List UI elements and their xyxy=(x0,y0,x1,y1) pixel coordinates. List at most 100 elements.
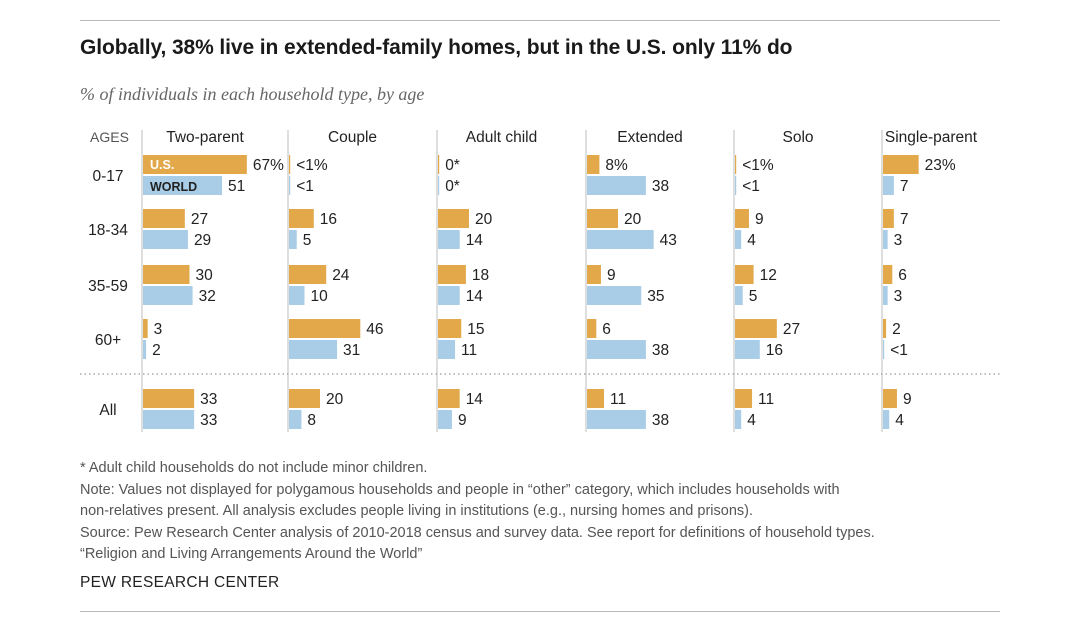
us-bar xyxy=(143,209,185,228)
us-bar xyxy=(438,209,469,228)
chart-svg: AGES Two-parent Couple Adult child Extended S… xyxy=(80,129,1000,432)
value-label: 38 xyxy=(652,342,669,359)
value-label: 4 xyxy=(747,232,756,249)
us-bar xyxy=(143,389,195,408)
value-label: 2 xyxy=(892,321,901,338)
us-bar xyxy=(883,389,897,408)
value-label: 9 xyxy=(755,211,764,228)
world-bar xyxy=(143,340,147,359)
age-label: All xyxy=(99,402,116,419)
us-bar xyxy=(289,155,291,174)
world-bar xyxy=(289,340,338,359)
value-label: 9 xyxy=(903,391,912,408)
chart-subtitle: % of individuals in each household type,… xyxy=(80,84,425,104)
legend-us-label: U.S. xyxy=(150,158,174,172)
chart-title: Globally, 38% live in extended-family ho… xyxy=(80,36,793,59)
value-label: 27 xyxy=(191,211,208,228)
column-header: Two-parent xyxy=(166,129,244,146)
note-line: Note: Values not displayed for polygamou… xyxy=(80,481,840,498)
value-label: <1% xyxy=(296,157,328,174)
value-label: 23% xyxy=(925,157,956,174)
value-label: 9 xyxy=(458,412,467,429)
value-label: 7 xyxy=(900,211,909,228)
us-bar xyxy=(587,155,600,174)
value-label: 4 xyxy=(895,412,904,429)
us-bar xyxy=(438,389,460,408)
value-label: 14 xyxy=(466,288,484,305)
us-bar xyxy=(289,209,314,228)
us-bar xyxy=(438,265,466,284)
value-label: 31 xyxy=(343,342,360,359)
column-header: Extended xyxy=(617,129,683,146)
world-bar xyxy=(143,410,195,429)
us-bar xyxy=(735,155,737,174)
value-label: 27 xyxy=(783,321,800,338)
world-bar xyxy=(735,286,743,305)
note-line: * Adult child households do not include … xyxy=(80,460,428,476)
world-bar xyxy=(883,230,888,249)
us-bar xyxy=(289,319,361,338)
legend-world-label: WORLD xyxy=(150,180,197,194)
world-bar xyxy=(438,286,460,305)
us-bar xyxy=(735,389,753,408)
value-label: 10 xyxy=(311,288,329,305)
value-label: 0* xyxy=(445,157,460,174)
world-bar xyxy=(735,176,737,195)
value-label: 14 xyxy=(466,391,484,408)
us-bar xyxy=(735,319,777,338)
top-rule xyxy=(80,20,1000,21)
world-bar xyxy=(143,176,223,195)
world-bar xyxy=(143,286,193,305)
us-bar xyxy=(883,155,919,174)
world-bar xyxy=(587,176,646,195)
us-bar xyxy=(143,155,247,174)
value-label: 3 xyxy=(894,232,903,249)
world-bar xyxy=(438,410,452,429)
value-label: <1 xyxy=(742,178,760,195)
note-line: Source: Pew Research Center analysis of … xyxy=(80,524,875,541)
column-header: Solo xyxy=(782,129,813,146)
row-header: AGES xyxy=(90,129,129,145)
us-bar xyxy=(883,209,894,228)
value-label: 8% xyxy=(605,157,628,174)
value-label: <1% xyxy=(742,157,774,174)
age-label: 60+ xyxy=(95,332,121,349)
column-header: Adult child xyxy=(466,129,538,146)
value-label: 12 xyxy=(760,267,777,284)
us-bar xyxy=(587,209,618,228)
world-bar xyxy=(883,286,888,305)
value-label: 2 xyxy=(152,342,161,359)
value-label: <1 xyxy=(890,342,908,359)
value-label: 33 xyxy=(200,412,217,429)
value-label: 6 xyxy=(898,267,907,284)
value-label: 24 xyxy=(332,267,350,284)
value-label: 32 xyxy=(199,288,216,305)
value-label: 20 xyxy=(326,391,344,408)
world-bar xyxy=(289,230,297,249)
notes-block: * Adult child households do not include … xyxy=(80,458,1000,566)
value-label: 51 xyxy=(228,178,245,195)
value-label: <1 xyxy=(296,178,314,195)
world-bar xyxy=(735,230,742,249)
age-label: 35-59 xyxy=(88,278,128,295)
world-bar xyxy=(883,410,890,429)
column-header: Single-parent xyxy=(885,129,978,146)
note-line: “Religion and Living Arrangements Around… xyxy=(80,546,423,562)
world-bar xyxy=(289,176,291,195)
value-label: 43 xyxy=(660,232,677,249)
bottom-rule xyxy=(80,611,1000,612)
us-bar xyxy=(438,319,462,338)
value-label: 35 xyxy=(647,288,664,305)
value-label: 46 xyxy=(366,321,383,338)
value-label: 11 xyxy=(461,342,477,359)
value-label: 11 xyxy=(610,391,626,408)
world-bar xyxy=(883,176,894,195)
value-label: 38 xyxy=(652,178,669,195)
value-label: 7 xyxy=(900,178,909,195)
value-label: 38 xyxy=(652,412,669,429)
value-label: 16 xyxy=(320,211,337,228)
value-label: 5 xyxy=(749,288,758,305)
us-bar xyxy=(883,319,887,338)
world-bar xyxy=(438,230,460,249)
us-bar xyxy=(587,319,597,338)
